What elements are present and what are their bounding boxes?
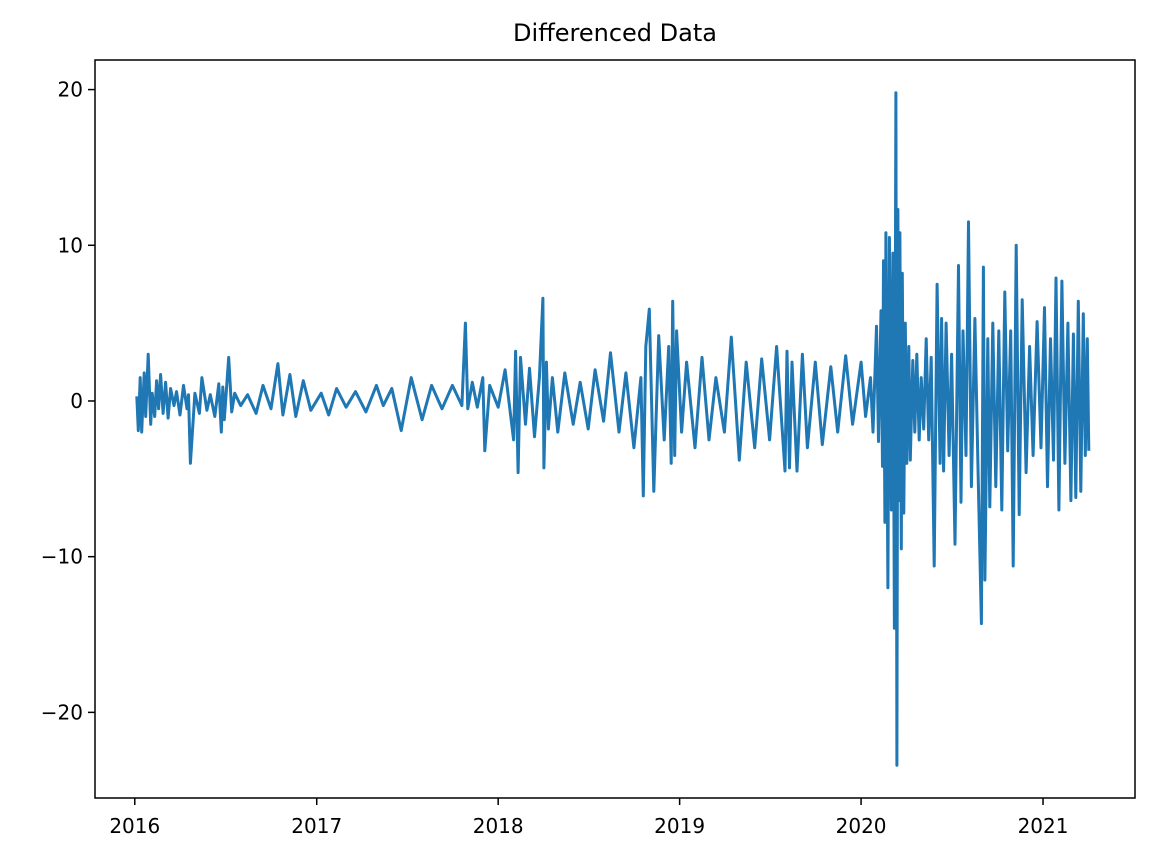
- x-axis: 2016 2017 2018 2019 2020 2021: [109, 798, 1068, 838]
- series-line-0: [135, 91, 1091, 767]
- x-tick-label: 2021: [1018, 814, 1069, 838]
- y-tick-label: 20: [58, 78, 83, 102]
- y-tick-label: 0: [70, 389, 83, 413]
- x-tick-label: 2018: [473, 814, 524, 838]
- y-tick-label: −10: [41, 545, 83, 569]
- chart-title: Differenced Data: [513, 19, 717, 47]
- x-tick-label: 2017: [291, 814, 342, 838]
- y-axis: 20 10 0 −10 −20: [41, 78, 95, 724]
- y-tick-label: −20: [41, 700, 83, 724]
- axes-frame: [94, 59, 1136, 799]
- plot-area: [135, 91, 1091, 767]
- x-tick-label: 2016: [109, 814, 160, 838]
- x-tick-label: 2020: [836, 814, 887, 838]
- y-tick-label: 10: [58, 233, 83, 257]
- x-tick-label: 2019: [654, 814, 705, 838]
